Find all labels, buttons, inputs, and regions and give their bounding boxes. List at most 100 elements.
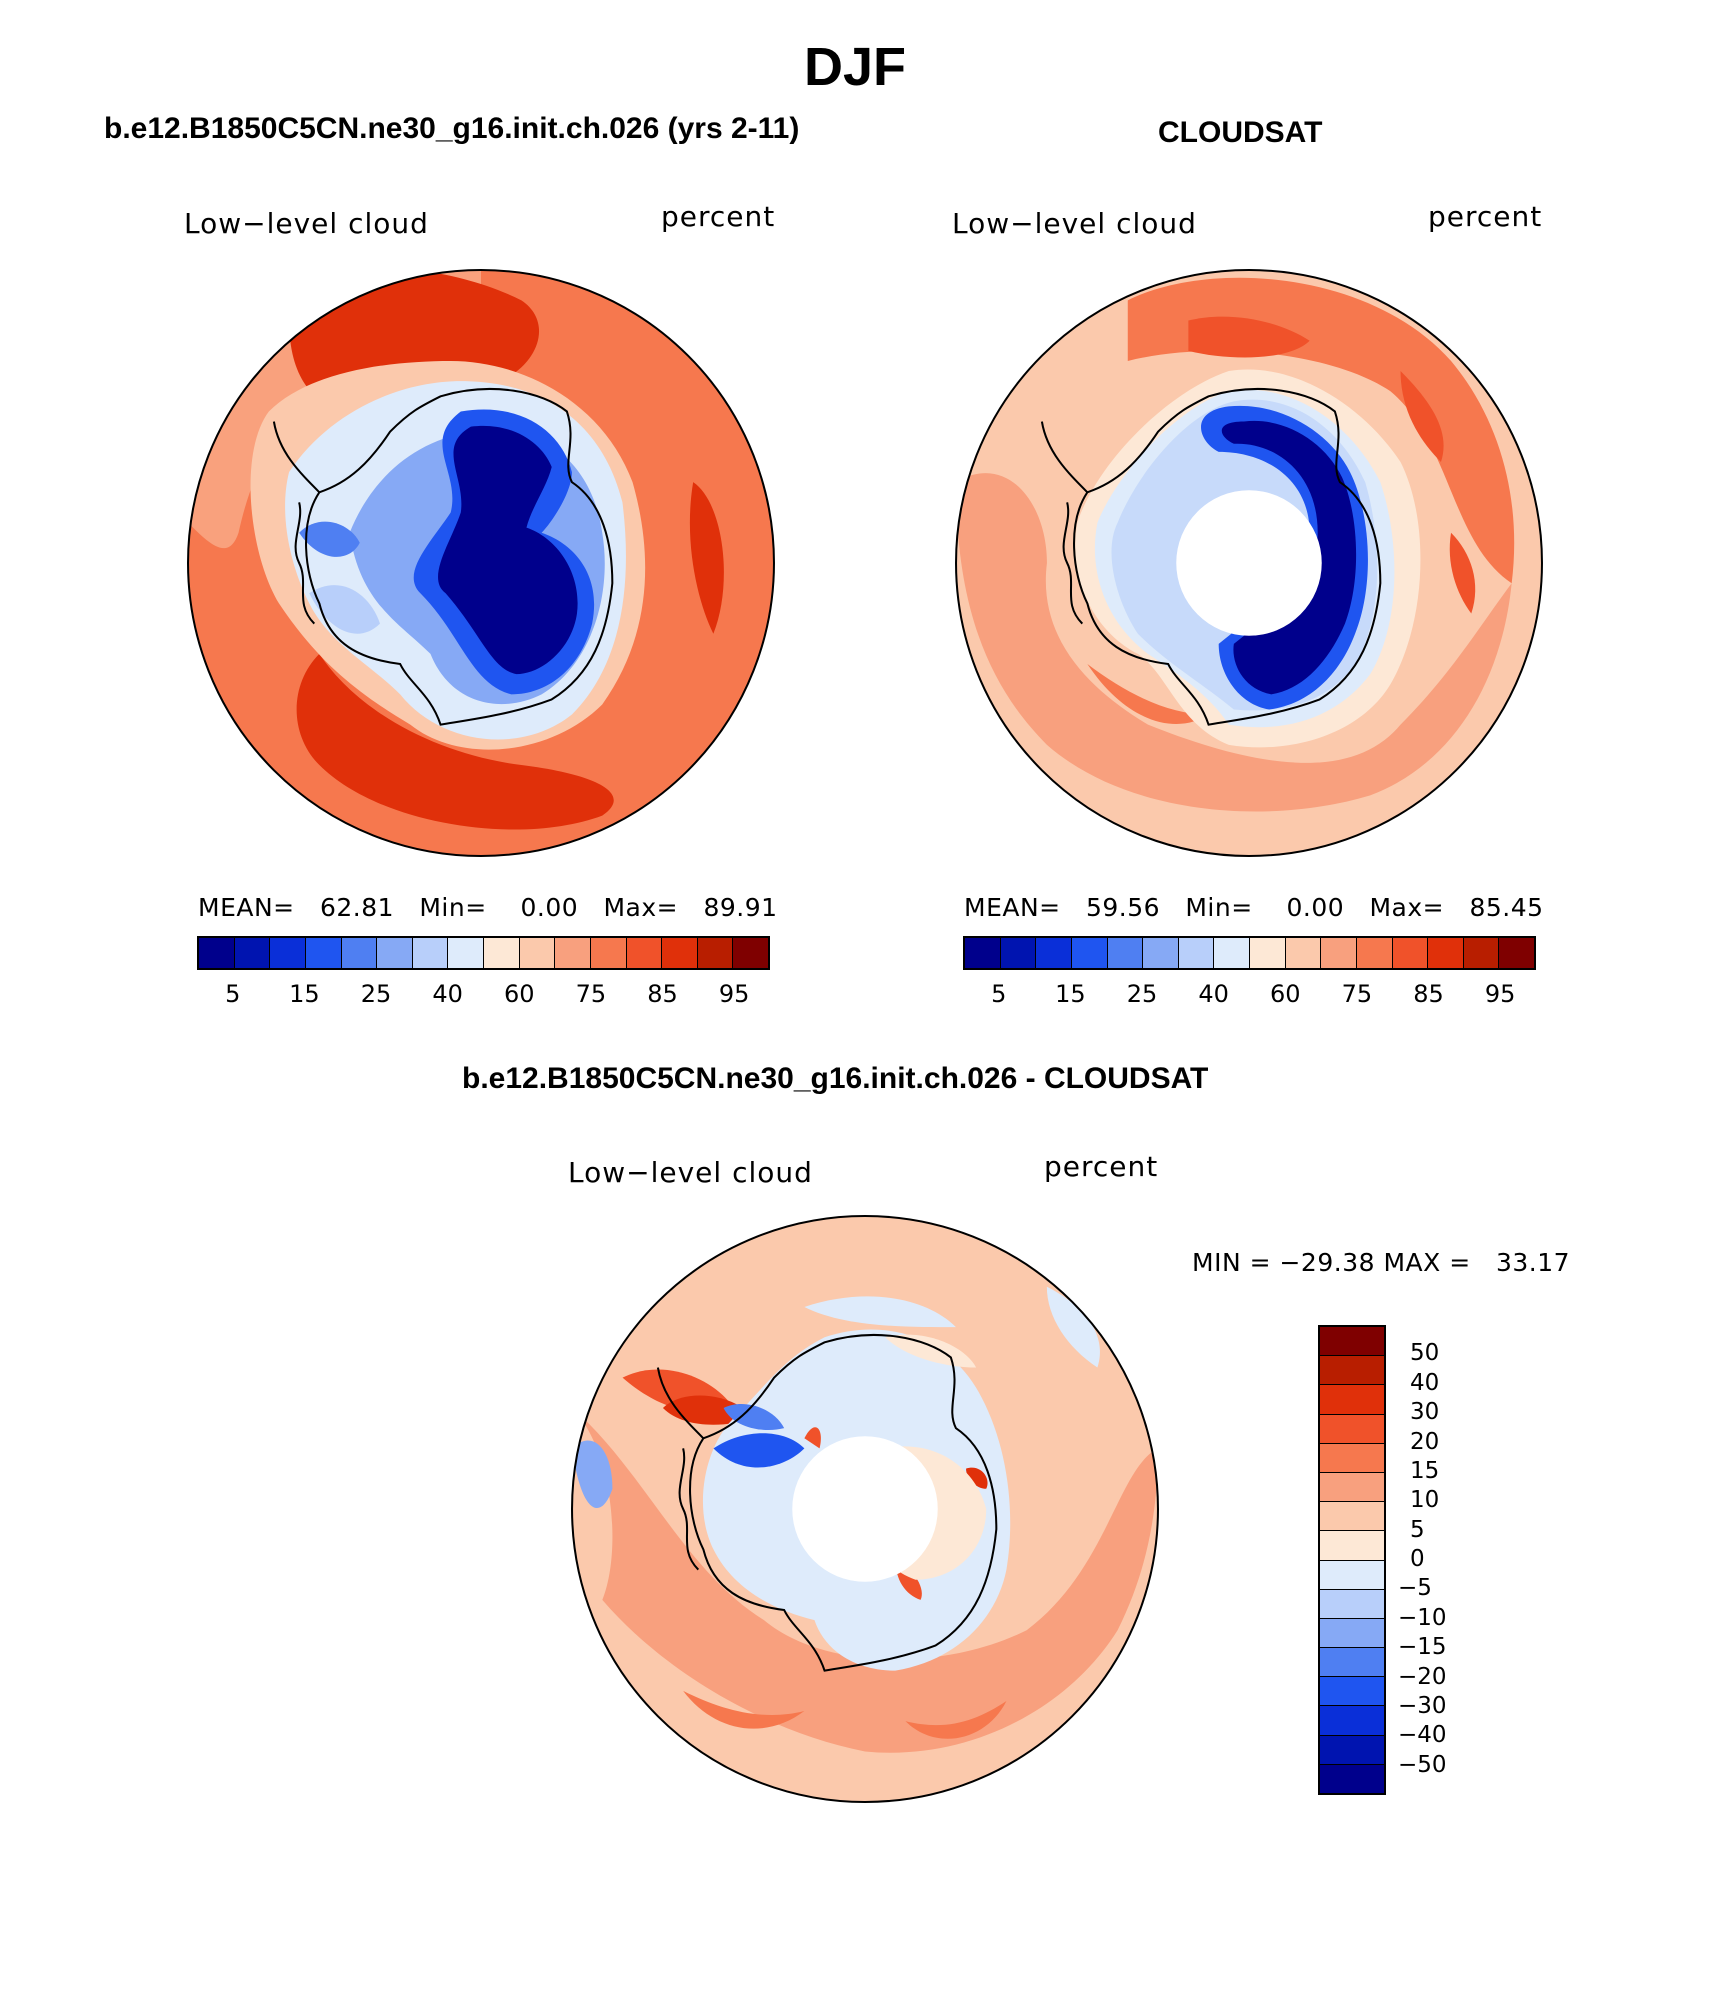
colorbar-swatch — [1250, 938, 1286, 968]
cloudsat-polar-map — [955, 269, 1543, 857]
diff-colorbar-ticks: 50 40 30 20 15 10 5 0 −5 −10 −15 −20 −30 −40 −50 — [1398, 1325, 1488, 1795]
panel-title-cloudsat: CLOUDSAT — [1158, 116, 1323, 149]
colorbar-swatch — [965, 938, 1001, 968]
colorbar-tick-label: 75 — [575, 980, 607, 1008]
colorbar-swatch — [234, 938, 271, 968]
page-title: DJF — [803, 37, 906, 97]
colorbar-swatch — [1392, 938, 1429, 968]
colorbar-tick-label: 85 — [1413, 980, 1444, 1008]
diff-colorbar — [1318, 1325, 1386, 1795]
colorbar-swatch — [341, 938, 378, 968]
colorbar-tick-label: −20 — [1398, 1663, 1447, 1690]
variable-label: Low−level cloud — [184, 207, 429, 240]
colorbar-swatch — [1107, 938, 1144, 968]
colorbar-swatch — [1071, 938, 1108, 968]
units-label: percent — [1428, 200, 1543, 233]
units-label: percent — [1044, 1150, 1159, 1183]
colorbar-swatch — [1320, 1414, 1384, 1444]
colorbar-swatch — [1320, 1706, 1384, 1736]
colorbar-swatch — [1428, 938, 1464, 968]
colorbar-tick-label: 25 — [360, 980, 392, 1008]
colorbar-swatch — [1320, 1735, 1384, 1765]
colorbar-swatch — [1320, 1560, 1384, 1590]
model-polar-map — [187, 269, 775, 857]
colorbar-swatch — [1000, 938, 1037, 968]
colorbar-swatch — [1214, 938, 1250, 968]
colorbar-swatch — [590, 938, 627, 968]
colorbar-tick-label: 85 — [647, 980, 678, 1008]
diff-stats: MIN = −29.38 MAX = 33.17 — [1192, 1248, 1571, 1277]
colorbar-swatch — [1320, 1385, 1384, 1415]
colorbar-tick-label: −10 — [1398, 1604, 1447, 1631]
colorbar-swatch — [1320, 1648, 1384, 1678]
colorbar-tick-label: 0 — [1410, 1546, 1425, 1572]
colorbar-swatch — [1320, 1443, 1384, 1473]
colorbar-tick-label: 10 — [1410, 1487, 1440, 1514]
colorbar-tick-label: −30 — [1398, 1692, 1447, 1719]
colorbar-swatch — [1320, 1677, 1384, 1707]
colorbar-swatch — [1499, 938, 1534, 968]
colorbar-swatch — [1320, 1502, 1384, 1532]
variable-label: Low−level cloud — [952, 207, 1197, 240]
colorbar-swatch — [1320, 1327, 1384, 1357]
colorbar-tick-label: 5 — [1410, 1516, 1425, 1543]
colorbar-swatch — [1320, 1472, 1384, 1503]
colorbar-swatch — [519, 938, 556, 968]
colorbar-tick-label: 40 — [1410, 1369, 1440, 1396]
colorbar-tick-label: −50 — [1398, 1751, 1447, 1778]
colorbar-tick-label: −5 — [1398, 1575, 1432, 1602]
colorbar-swatch — [1320, 1589, 1384, 1619]
colorbar-swatch — [1178, 938, 1215, 968]
colorbar-swatch — [305, 938, 342, 968]
colorbar-tick-label: −15 — [1398, 1634, 1447, 1661]
colorbar-tick-label: −40 — [1398, 1722, 1447, 1749]
colorbar-tick-label: 30 — [1410, 1399, 1440, 1426]
colorbar-tick-label: 95 — [1484, 980, 1516, 1008]
colorbar-tick-label: 50 — [1410, 1340, 1440, 1367]
model-colorbar — [197, 936, 770, 970]
colorbar-tick-label: 5 — [225, 980, 241, 1008]
colorbar-swatch — [1036, 938, 1072, 968]
colorbar-swatch — [555, 938, 591, 968]
colorbar-swatch — [1320, 1531, 1384, 1561]
colorbar-swatch — [270, 938, 306, 968]
difference-polar-map — [571, 1215, 1159, 1803]
diff-panel-title: b.e12.B1850C5CN.ne30_g16.init.ch.026 - C… — [462, 1062, 1209, 1095]
cloudsat-stats: MEAN= 59.56 Min= 0.00 Max= 85.45 — [964, 893, 1544, 922]
colorbar-swatch — [733, 938, 768, 968]
colorbar-swatch — [448, 938, 484, 968]
colorbar-tick-label: 5 — [991, 980, 1007, 1008]
cloudsat-colorbar-ticks: 5 15 25 40 60 75 85 95 — [963, 980, 1536, 1010]
colorbar-tick-label: 15 — [1055, 980, 1086, 1008]
cloudsat-colorbar — [963, 936, 1536, 970]
panel-title-model: b.e12.B1850C5CN.ne30_g16.init.ch.026 (yr… — [104, 112, 800, 145]
colorbar-swatch — [1356, 938, 1393, 968]
colorbar-swatch — [377, 938, 413, 968]
colorbar-swatch — [662, 938, 698, 968]
colorbar-tick-label: 20 — [1410, 1428, 1440, 1455]
colorbar-tick-label: 60 — [1270, 980, 1301, 1008]
colorbar-swatch — [484, 938, 520, 968]
colorbar-tick-label: 40 — [1198, 980, 1229, 1008]
colorbar-tick-label: 15 — [1410, 1457, 1440, 1484]
colorbar-swatch — [412, 938, 449, 968]
colorbar-swatch — [1321, 938, 1357, 968]
colorbar-swatch — [626, 938, 663, 968]
colorbar-swatch — [199, 938, 235, 968]
colorbar-tick-label: 25 — [1126, 980, 1158, 1008]
variable-label: Low−level cloud — [568, 1156, 813, 1189]
colorbar-tick-label: 60 — [504, 980, 535, 1008]
units-label: percent — [661, 200, 776, 233]
colorbar-tick-label: 40 — [432, 980, 463, 1008]
colorbar-swatch — [1463, 938, 1500, 968]
colorbar-swatch — [1285, 938, 1322, 968]
colorbar-tick-label: 15 — [289, 980, 320, 1008]
model-stats: MEAN= 62.81 Min= 0.00 Max= 89.91 — [198, 893, 778, 922]
colorbar-swatch — [1143, 938, 1179, 968]
model-colorbar-ticks: 5 15 25 40 60 75 85 95 — [197, 980, 770, 1010]
colorbar-swatch — [1320, 1618, 1384, 1649]
colorbar-swatch — [1320, 1764, 1384, 1793]
colorbar-tick-label: 95 — [718, 980, 750, 1008]
colorbar-swatch — [1320, 1356, 1384, 1386]
colorbar-tick-label: 75 — [1341, 980, 1373, 1008]
